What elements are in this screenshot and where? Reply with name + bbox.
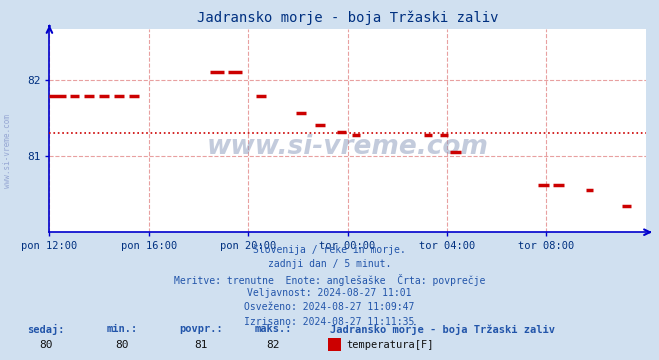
Text: Jadransko morje - boja Tržaski zaliv: Jadransko morje - boja Tržaski zaliv (330, 324, 554, 335)
Text: 80: 80 (40, 340, 53, 350)
Text: 82: 82 (267, 340, 280, 350)
Text: temperatura[F]: temperatura[F] (347, 340, 434, 350)
Text: Osveženo: 2024-08-27 11:09:47: Osveženo: 2024-08-27 11:09:47 (244, 302, 415, 312)
Text: www.si-vreme.com: www.si-vreme.com (207, 134, 488, 160)
Text: Izrisano: 2024-08-27 11:11:35: Izrisano: 2024-08-27 11:11:35 (244, 317, 415, 327)
Text: 80: 80 (115, 340, 129, 350)
Text: sedaj:: sedaj: (28, 324, 65, 335)
Text: povpr.:: povpr.: (179, 324, 223, 334)
Text: Slovenija / reke in morje.: Slovenija / reke in morje. (253, 245, 406, 255)
Text: 81: 81 (194, 340, 208, 350)
Text: Veljavnost: 2024-08-27 11:01: Veljavnost: 2024-08-27 11:01 (247, 288, 412, 298)
Text: Meritve: trenutne  Enote: anglešaške  Črta: povprečje: Meritve: trenutne Enote: anglešaške Črta… (174, 274, 485, 285)
Title: Jadransko morje - boja Tržaski zaliv: Jadransko morje - boja Tržaski zaliv (197, 10, 498, 25)
Text: zadnji dan / 5 minut.: zadnji dan / 5 minut. (268, 259, 391, 269)
Text: maks.:: maks.: (255, 324, 292, 334)
Text: www.si-vreme.com: www.si-vreme.com (3, 114, 13, 188)
Text: min.:: min.: (106, 324, 138, 334)
